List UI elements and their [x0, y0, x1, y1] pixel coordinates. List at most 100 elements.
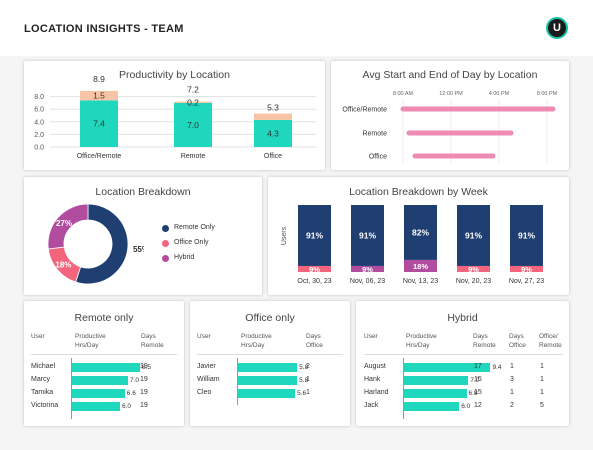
user-logo-icon[interactable]: U: [546, 17, 568, 39]
breakdown-title: Location Breakdown: [95, 186, 191, 198]
prod-bar-top[interactable]: [174, 101, 212, 103]
table-days-remote-cell: 12: [474, 402, 482, 409]
table-hours-bar[interactable]: [238, 363, 298, 372]
week-date-label: Nov, 27, 23: [509, 278, 544, 285]
prod-bar-base[interactable]: [80, 100, 118, 147]
table-hours-bar[interactable]: [72, 389, 125, 398]
prod-top-label: 0.2: [187, 97, 199, 107]
table-user-cell: August: [364, 363, 386, 370]
table-hours-bar[interactable]: [72, 402, 120, 411]
week-other-label: 9%: [309, 265, 320, 274]
office-header-hrs: Productive Hrs/Day: [241, 333, 272, 349]
table-hours-label: 8.5: [142, 364, 152, 371]
table-user-cell: Victorina: [31, 402, 59, 409]
table-user-cell: Jack: [364, 402, 379, 409]
table-user-cell: Cleo: [197, 389, 212, 396]
table-hours-bar[interactable]: [72, 363, 140, 372]
prod-total-label: 5.3: [267, 103, 279, 113]
table-hours-label: 6.8: [468, 390, 478, 397]
week-bar-other[interactable]: [298, 265, 331, 272]
prod-bar-top[interactable]: [80, 90, 118, 101]
table-days-cell: 19: [140, 376, 148, 383]
week-bar-main[interactable]: [351, 205, 384, 266]
productivity-card: Productivity by Location 0.0 2.0 4.0 6.0 8.0…: [24, 61, 325, 170]
week-main-label: 91%: [518, 230, 535, 240]
office-table-title: Office only: [245, 312, 295, 324]
legend-hybrid-label: Hybrid: [174, 254, 195, 261]
day-row-label: Remote: [362, 131, 387, 138]
week-date-label: Nov, 20, 23: [456, 278, 491, 285]
week-y-label: Users: [281, 226, 288, 245]
week-other-label: 9%: [362, 265, 373, 274]
day-row-label: Office/Remote: [342, 107, 387, 114]
avg-day-title: Avg Start and End of Day by Location: [362, 69, 538, 81]
week-bar-main[interactable]: [510, 205, 543, 266]
table-user-cell: Harland: [364, 389, 389, 396]
breakdown-donut-chart: 55% 18% 27%: [47, 203, 144, 285]
day-time-tick: 8:00 PM: [537, 91, 558, 97]
table-hours-bar[interactable]: [238, 376, 298, 385]
hybrid-header-user: User: [364, 333, 378, 340]
table-user-cell: Hank: [364, 376, 381, 383]
prod-y-tick: 2.0: [34, 132, 44, 139]
office-table-card: Office only User Productive Hrs/Day Days…: [190, 301, 350, 426]
prod-x-label: Remote: [181, 153, 206, 160]
legend-remote-dot: [162, 225, 169, 232]
remote-table-title: Remote only: [74, 312, 134, 324]
prod-x-label: Office: [264, 153, 282, 160]
week-date-label: Oct, 30, 23: [297, 278, 331, 285]
table-hours-label: 6.6: [126, 390, 136, 397]
week-bar-other[interactable]: [351, 265, 384, 272]
table-hours-label: 9.4: [492, 364, 502, 371]
remote-header-days: Days Remote: [141, 333, 164, 349]
week-bar-main[interactable]: [298, 205, 331, 266]
table-days-cell: 19: [140, 363, 148, 370]
donut-slice-label: 18%: [55, 260, 71, 269]
week-bar-other[interactable]: [404, 259, 437, 272]
office-header-user: User: [197, 333, 211, 340]
table-user-cell: William: [197, 376, 220, 383]
table-hours-bar[interactable]: [404, 389, 467, 398]
week-date-label: Nov, 13, 23: [403, 278, 438, 285]
table-ratio-cell: 1: [540, 363, 544, 370]
prod-y-tick: 6.0: [34, 107, 44, 114]
prod-top-label: 1.5: [93, 91, 105, 101]
page-header: LOCATION INSIGHTS - TEAM U: [0, 0, 593, 56]
table-user-cell: Marcy: [31, 376, 51, 383]
legend-office-label: Office Only: [174, 239, 209, 246]
donut-slice[interactable]: [75, 203, 129, 285]
remote-header-user: User: [31, 333, 45, 340]
prod-bar-base[interactable]: [254, 119, 292, 147]
week-bar-other[interactable]: [510, 265, 543, 272]
table-hours-bar[interactable]: [238, 389, 296, 398]
remote-axis-line: [71, 358, 72, 419]
table-user-cell: Tamika: [31, 389, 54, 396]
week-bar-main[interactable]: [404, 205, 437, 260]
table-days-office-cell: 3: [510, 376, 514, 383]
table-hours-bar[interactable]: [404, 363, 491, 372]
table-user-cell: Javier: [197, 363, 216, 370]
prod-bar-top[interactable]: [254, 113, 292, 120]
day-row-label: Office: [369, 154, 387, 161]
table-user-cell: Michael: [31, 363, 56, 370]
table-hours-bar[interactable]: [404, 402, 460, 411]
legend-office-dot: [162, 240, 169, 247]
office-axis-line: [237, 358, 238, 405]
week-bar-other[interactable]: [457, 265, 490, 272]
prod-base-label: 7.0: [187, 120, 199, 130]
table-hours-bar[interactable]: [72, 376, 128, 385]
productivity-chart: 0.0 2.0 4.0 6.0 8.0 7.4 1.5 8.9 Office/Remote 7.0…: [34, 74, 316, 160]
table-days-cell: 1: [306, 376, 310, 383]
table-days-cell: 19: [140, 389, 148, 396]
prod-base-label: 7.4: [93, 119, 105, 129]
table-days-cell: 19: [140, 402, 148, 409]
table-hours-label: 7.0: [130, 377, 140, 384]
donut-slice[interactable]: [47, 203, 89, 250]
table-hours-bar[interactable]: [404, 376, 469, 385]
page-title: LOCATION INSIGHTS - TEAM: [24, 23, 184, 35]
breakdown-week-chart: Users 91% 9% Oct, 30, 23 91% 9% Nov, 06, 23 82%…: [281, 205, 544, 285]
prod-bar-base[interactable]: [174, 102, 212, 147]
prod-x-label: Office/Remote: [77, 153, 122, 160]
week-bar-main[interactable]: [457, 205, 490, 266]
office-header-days: Days Office: [306, 333, 323, 349]
